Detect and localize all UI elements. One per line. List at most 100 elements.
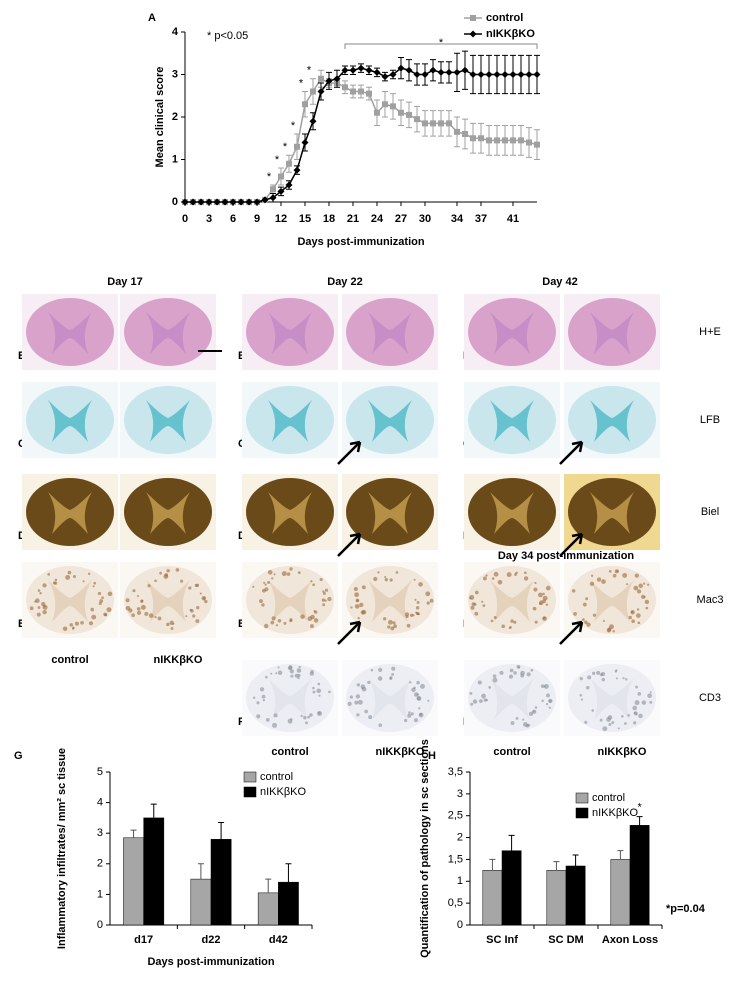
stain-dot bbox=[36, 612, 41, 617]
data-point bbox=[398, 109, 404, 116]
stain-dot bbox=[411, 687, 416, 693]
data-point bbox=[517, 71, 525, 78]
data-point bbox=[189, 198, 197, 206]
stain-dot bbox=[310, 624, 314, 629]
grey-matter bbox=[268, 492, 312, 534]
stain-dot bbox=[579, 677, 583, 681]
stain-dot bbox=[42, 609, 47, 615]
column-label: nIKKβKO bbox=[376, 746, 425, 758]
stain-dot bbox=[548, 706, 552, 709]
stain-dot bbox=[164, 573, 169, 577]
y-tick-label: 2 bbox=[97, 858, 103, 870]
arrow bbox=[337, 620, 362, 645]
y-tick-label: 3 bbox=[172, 68, 178, 80]
grey-matter bbox=[268, 400, 312, 442]
stain-dot bbox=[261, 588, 266, 593]
stain-dot bbox=[418, 712, 424, 718]
stain-dot bbox=[65, 575, 71, 580]
stain-dot bbox=[637, 692, 642, 696]
stain-dot bbox=[364, 709, 369, 714]
bar bbox=[210, 839, 232, 926]
stain-dot bbox=[357, 617, 360, 620]
stain-dot bbox=[478, 699, 483, 703]
stain-dot bbox=[627, 714, 630, 717]
data-point bbox=[478, 135, 484, 142]
y-tick-label: 3 bbox=[97, 827, 103, 839]
error-bar bbox=[489, 858, 496, 871]
stain-dot bbox=[273, 573, 276, 576]
legend-label: control bbox=[260, 771, 293, 783]
significance-star: * bbox=[637, 801, 642, 813]
stain-dot bbox=[469, 597, 472, 600]
stain-dot bbox=[584, 720, 588, 724]
data-point bbox=[301, 139, 309, 146]
stain-dot bbox=[387, 625, 391, 629]
stain-dot bbox=[270, 672, 273, 675]
x-tick-label: d17 bbox=[134, 934, 153, 946]
stain-dot bbox=[307, 616, 313, 622]
stain-dot bbox=[132, 589, 136, 593]
column-title: Day 42 bbox=[542, 276, 577, 288]
panel-label: A bbox=[148, 12, 156, 24]
stain-dot bbox=[416, 693, 420, 696]
stain-dot bbox=[634, 700, 640, 706]
panel-label: G bbox=[14, 750, 23, 762]
x-axis-title: Days post-immunization bbox=[297, 236, 424, 248]
stain-dot bbox=[638, 713, 643, 719]
stain-dot bbox=[157, 616, 162, 621]
x-tick-label: SC Inf bbox=[486, 934, 518, 946]
data-point bbox=[534, 141, 540, 148]
arrow bbox=[559, 620, 584, 645]
stain-dot bbox=[513, 620, 517, 624]
error-bar bbox=[617, 850, 624, 860]
grey-matter bbox=[490, 312, 534, 354]
stain-dot bbox=[305, 721, 308, 725]
stain-label: Mac3 bbox=[697, 594, 724, 606]
data-point bbox=[430, 120, 436, 127]
stain-dot bbox=[621, 715, 624, 718]
stain-dot bbox=[314, 610, 318, 614]
annotation-note: * p<0.05 bbox=[207, 30, 248, 42]
stain-dot bbox=[74, 621, 79, 626]
column-label: control bbox=[51, 654, 88, 666]
stain-dot bbox=[406, 623, 411, 628]
data-point bbox=[229, 198, 237, 206]
stain-dot bbox=[612, 629, 615, 633]
stain-dot bbox=[297, 676, 300, 680]
grey-matter bbox=[590, 678, 634, 720]
stain-dot bbox=[154, 579, 157, 583]
stain-dot bbox=[202, 597, 206, 600]
significance-star: * bbox=[275, 154, 280, 166]
stain-dot bbox=[608, 569, 612, 573]
stain-dot bbox=[286, 572, 291, 576]
stain-dot bbox=[641, 594, 646, 599]
stain-dot bbox=[414, 598, 417, 601]
stain-dot bbox=[540, 684, 545, 689]
y-tick-label: 0 bbox=[97, 919, 103, 931]
stain-dot bbox=[649, 691, 652, 694]
stain-dot bbox=[596, 577, 602, 582]
stain-dot bbox=[413, 578, 416, 581]
data-point bbox=[485, 71, 493, 78]
stain-dot bbox=[606, 628, 611, 633]
stain-dot bbox=[318, 694, 321, 697]
stain-dot bbox=[136, 594, 140, 598]
stain-dot bbox=[418, 707, 421, 710]
stain-dot bbox=[309, 713, 313, 717]
x-tick-label: SC DM bbox=[548, 934, 583, 946]
data-point bbox=[510, 137, 516, 144]
stain-dot bbox=[407, 713, 412, 718]
stain-dot bbox=[322, 590, 325, 593]
stain-dot bbox=[368, 715, 373, 720]
stain-dot bbox=[532, 606, 537, 611]
stain-dot bbox=[409, 681, 412, 684]
data-point bbox=[454, 128, 460, 135]
stain-dot bbox=[470, 702, 474, 706]
grey-matter bbox=[48, 580, 92, 622]
stain-dot bbox=[199, 592, 202, 595]
stain-dot bbox=[172, 622, 175, 625]
arrow bbox=[559, 440, 584, 465]
stain-dot bbox=[427, 699, 430, 702]
data-point bbox=[237, 198, 245, 206]
